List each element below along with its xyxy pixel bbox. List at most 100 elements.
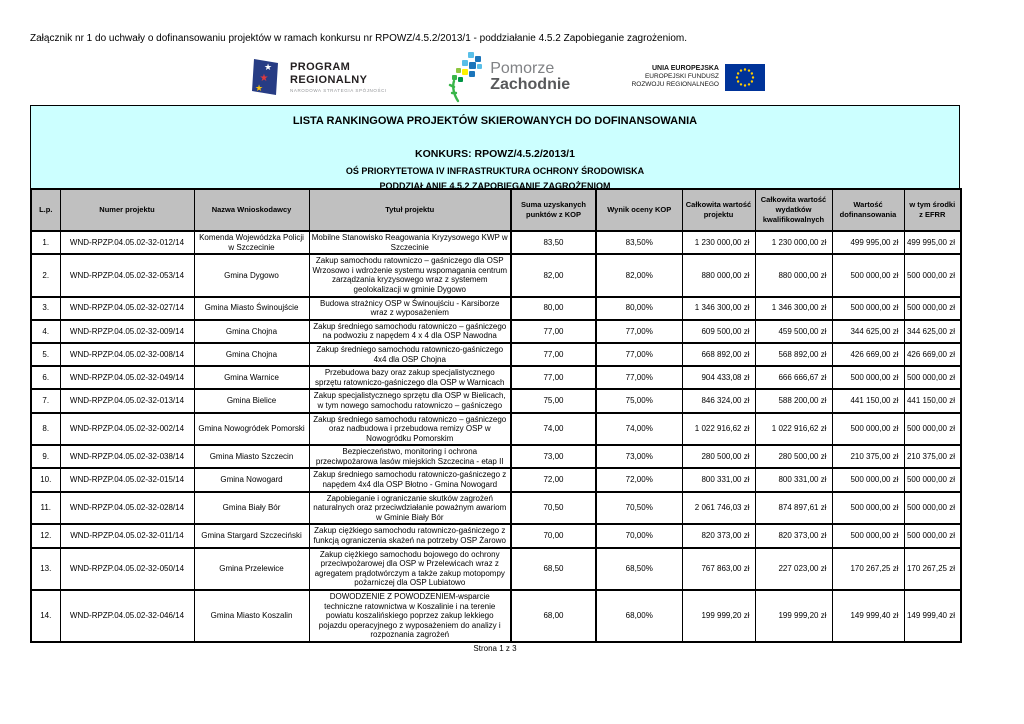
table-row: 8. WND-RPZP.04.05.02-32-002/14 Gmina Now…: [30, 412, 962, 446]
cell-wydatki-kwalifikowalne: 568 892,00 zł: [754, 342, 833, 367]
cell-tytul-projektu: Mobilne Stanowisko Reagowania Kryzysoweg…: [308, 230, 512, 255]
cell-nazwa-wnioskodawcy: Gmina Nowogard: [193, 467, 310, 493]
eu-flag-icon: [724, 63, 765, 91]
ranking-document: LISTA RANKINGOWA PROJEKTÓW SKIEROWANYCH …: [30, 105, 962, 653]
cell-numer-projektu: WND-RPZP.04.05.02-32-011/14: [59, 523, 195, 549]
cell-nazwa-wnioskodawcy: Gmina Nowogródek Pomorski: [193, 412, 310, 446]
column-header-wynik-oceny: Wynik oceny KOP: [595, 188, 683, 232]
zachodnie-label: Zachodnie: [490, 76, 571, 93]
cell-wartosc-dofinansowania: 441 150,00 zł: [831, 388, 905, 414]
cell-tytul-projektu: DOWODZENIE Z POWODZENIEM-wsparcie techni…: [308, 589, 512, 643]
cell-tytul-projektu: Budowa strażnicy OSP w Świnoujściu - Kar…: [308, 296, 512, 321]
cell-nazwa-wnioskodawcy: Gmina Stargard Szczeciński: [193, 523, 310, 549]
document-title: LISTA RANKINGOWA PROJEKTÓW SKIEROWANYCH …: [292, 115, 698, 127]
cell-wydatki-kwalifikowalne: 1 346 300,00 zł: [754, 296, 833, 321]
cell-wynik-oceny: 72,00%: [595, 467, 683, 493]
cell-nazwa-wnioskodawcy: Gmina Chojna: [193, 319, 310, 344]
cell-lp: 13.: [30, 547, 61, 591]
program-regionalny-flag-icon: ★ ★ ★: [252, 59, 278, 95]
program-regionalny-logo: ★ ★ ★ PROGRAM REGIONALNY NARODOWA STRATE…: [250, 57, 387, 97]
cell-tytul-projektu: Bezpieczeństwo, monitoring i ochrona prz…: [308, 444, 512, 469]
cell-lp: 6.: [30, 365, 61, 390]
column-header-wydatki-kwalifikowalne: Całkowita wartość wydatków kwalifikowaln…: [754, 188, 833, 232]
cell-wartosc-dofinansowania: 500 000,00 zł: [831, 253, 905, 298]
table-row: 2. WND-RPZP.04.05.02-32-053/14 Gmina Dyg…: [30, 253, 962, 298]
cell-wydatki-kwalifikowalne: 227 023,00 zł: [754, 547, 833, 591]
cell-srodki-efrr: 441 150,00 zł: [903, 388, 962, 414]
svg-text:★: ★: [255, 83, 263, 93]
table-body: 1. WND-RPZP.04.05.02-32-012/14 Komenda W…: [30, 230, 962, 643]
cell-calkowita-wartosc-projektu: 904 433,08 zł: [681, 365, 756, 390]
cell-suma-punktow: 83,50: [510, 230, 597, 255]
table-row: 10. WND-RPZP.04.05.02-32-015/14 Gmina No…: [30, 467, 962, 493]
cell-lp: 9.: [30, 444, 61, 469]
cell-nazwa-wnioskodawcy: Gmina Bielice: [193, 388, 310, 414]
cell-calkowita-wartosc-projektu: 846 324,00 zł: [681, 388, 756, 414]
cell-wartosc-dofinansowania: 500 000,00 zł: [831, 523, 905, 549]
cell-srodki-efrr: 344 625,00 zł: [903, 319, 962, 344]
table-row: 11. WND-RPZP.04.05.02-32-028/14 Gmina Bi…: [30, 491, 962, 525]
cell-wynik-oceny: 83,50%: [595, 230, 683, 255]
cell-wynik-oceny: 77,00%: [595, 319, 683, 344]
cell-wartosc-dofinansowania: 500 000,00 zł: [831, 467, 905, 493]
cell-lp: 1.: [30, 230, 61, 255]
cell-wartosc-dofinansowania: 499 995,00 zł: [831, 230, 905, 255]
cell-lp: 4.: [30, 319, 61, 344]
cell-srodki-efrr: 500 000,00 zł: [903, 412, 962, 446]
cell-wydatki-kwalifikowalne: 880 000,00 zł: [754, 253, 833, 298]
svg-text:★: ★: [260, 73, 269, 84]
cell-tytul-projektu: Zakup specjalistycznego sprzętu dla OSP …: [308, 388, 512, 414]
konkurs-line: KONKURS: RPOWZ/4.5.2/2013/1: [415, 148, 575, 160]
cell-srodki-efrr: 500 000,00 zł: [903, 296, 962, 321]
cell-wartosc-dofinansowania: 500 000,00 zł: [831, 412, 905, 446]
cell-wartosc-dofinansowania: 426 669,00 zł: [831, 342, 905, 367]
table-row: 5. WND-RPZP.04.05.02-32-008/14 Gmina Cho…: [30, 342, 962, 367]
table-row: 14. WND-RPZP.04.05.02-32-046/14 Gmina Mi…: [30, 589, 962, 643]
pomorze-zachodnie-logo: Pomorze Zachodnie: [448, 51, 570, 103]
cell-tytul-projektu: Zakup samochodu ratowniczo – gaśniczego …: [308, 253, 512, 298]
table-row: 12. WND-RPZP.04.05.02-32-011/14 Gmina St…: [30, 523, 962, 549]
cell-calkowita-wartosc-projektu: 1 230 000,00 zł: [681, 230, 756, 255]
cell-srodki-efrr: 210 375,00 zł: [903, 444, 962, 469]
cell-wynik-oceny: 68,50%: [595, 547, 683, 591]
cell-wydatki-kwalifikowalne: 800 331,00 zł: [754, 467, 833, 493]
cell-lp: 11.: [30, 491, 61, 525]
cell-calkowita-wartosc-projektu: 2 061 746,03 zł: [681, 491, 756, 525]
cell-suma-punktow: 75,00: [510, 388, 597, 414]
program-regionalny-label-line1: PROGRAM: [290, 61, 351, 74]
cell-lp: 12.: [30, 523, 61, 549]
table-row: 1. WND-RPZP.04.05.02-32-012/14 Komenda W…: [30, 230, 962, 255]
cell-suma-punktow: 68,00: [510, 589, 597, 643]
cell-numer-projektu: WND-RPZP.04.05.02-32-015/14: [59, 467, 195, 493]
table-row: 7. WND-RPZP.04.05.02-32-013/14 Gmina Bie…: [30, 388, 962, 414]
cell-srodki-efrr: 500 000,00 zł: [903, 365, 962, 390]
cell-calkowita-wartosc-projektu: 280 500,00 zł: [681, 444, 756, 469]
cell-calkowita-wartosc-projektu: 820 373,00 zł: [681, 523, 756, 549]
eu-label-line2: EUROPEJSKI FUNDUSZ: [644, 73, 719, 81]
title-band: LISTA RANKINGOWA PROJEKTÓW SKIEROWANYCH …: [30, 105, 960, 191]
column-header-srodki-efrr: w tym środki z EFRR: [903, 188, 962, 232]
cell-suma-punktow: 82,00: [510, 253, 597, 298]
cell-calkowita-wartosc-projektu: 199 999,20 zł: [681, 589, 756, 643]
cell-tytul-projektu: Zapobieganie i ograniczanie skutków zagr…: [308, 491, 512, 525]
cell-suma-punktow: 77,00: [510, 342, 597, 367]
cell-numer-projektu: WND-RPZP.04.05.02-32-013/14: [59, 388, 195, 414]
cell-suma-punktow: 72,00: [510, 467, 597, 493]
cell-wydatki-kwalifikowalne: 1 022 916,62 zł: [754, 412, 833, 446]
column-header-suma-punktow: Suma uzyskanych punktów z KOP: [510, 188, 597, 232]
page-number: Strona 1 z 3: [473, 643, 517, 653]
cell-lp: 5.: [30, 342, 61, 367]
cell-calkowita-wartosc-projektu: 1 346 300,00 zł: [681, 296, 756, 321]
cell-nazwa-wnioskodawcy: Gmina Warnice: [193, 365, 310, 390]
cell-wynik-oceny: 70,00%: [595, 523, 683, 549]
cell-wartosc-dofinansowania: 500 000,00 zł: [831, 296, 905, 321]
cell-wynik-oceny: 82,00%: [595, 253, 683, 298]
cell-srodki-efrr: 426 669,00 zł: [903, 342, 962, 367]
cell-srodki-efrr: 500 000,00 zł: [903, 253, 962, 298]
os-priorytetowa-line: OŚ PRIORYTETOWA IV INFRASTRUKTURA OCHRON…: [345, 166, 645, 176]
cell-wydatki-kwalifikowalne: 588 200,00 zł: [754, 388, 833, 414]
cell-wydatki-kwalifikowalne: 459 500,00 zł: [754, 319, 833, 344]
table-row: 3. WND-RPZP.04.05.02-32-027/14 Gmina Mia…: [30, 296, 962, 321]
cell-nazwa-wnioskodawcy: Gmina Miasto Koszalin: [193, 589, 310, 643]
cell-wartosc-dofinansowania: 344 625,00 zł: [831, 319, 905, 344]
